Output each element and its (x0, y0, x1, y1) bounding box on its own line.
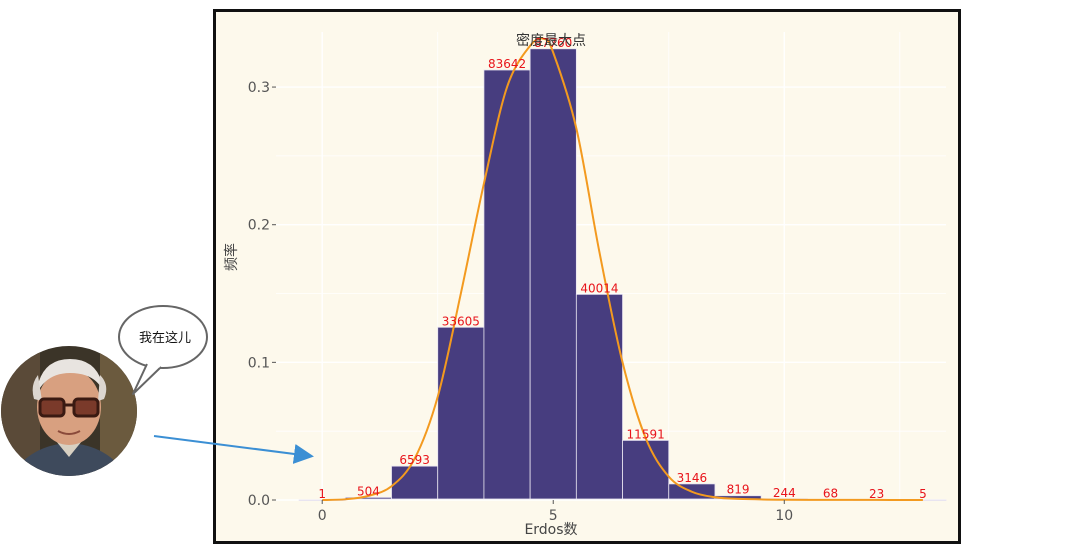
bar (529, 48, 577, 500)
bar (483, 69, 531, 500)
bar (391, 465, 439, 500)
y-axis-label: 频率 (223, 243, 240, 271)
count-label: 68 (823, 487, 838, 501)
x-tick-label: 0 (318, 508, 327, 524)
density-curve (322, 37, 923, 501)
count-label: 3146 (677, 471, 708, 485)
bar (575, 293, 623, 500)
count-label: 23 (869, 487, 884, 501)
y-tick-label: 0.1 (248, 355, 270, 371)
erdos-portrait (1, 346, 137, 476)
chart-svg: 1 504 6593 33605 83642 87760 40014 11591 3146 819… (223, 32, 947, 538)
chart-title: 密度最大点 (516, 32, 586, 49)
x-axis-label: Erdos数 (524, 522, 577, 538)
count-label: 83642 (488, 57, 526, 71)
x-tick-label: 10 (775, 508, 793, 524)
count-label: 1 (318, 487, 326, 501)
count-label: 504 (357, 484, 380, 498)
speech-bubble: 我在这儿 (118, 305, 208, 395)
count-label: 244 (773, 486, 796, 500)
speech-bubble-text: 我在这儿 (139, 330, 191, 346)
axes-layer: 0.0 0.1 0.2 0.3 0 5 10 (248, 80, 793, 524)
count-label: 87760 (534, 36, 572, 50)
bar (622, 439, 670, 500)
density-curve-layer (322, 37, 923, 501)
count-label: 40014 (580, 281, 618, 295)
y-tick-label: 0.3 (248, 80, 270, 96)
pointer-arrow (153, 435, 314, 464)
count-labels-layer: 1 504 6593 33605 83642 87760 40014 11591 3146 819… (318, 36, 926, 501)
chart-frame: 1 504 6593 33605 83642 87760 40014 11591 3146 819… (213, 9, 961, 544)
y-tick-label: 0.2 (248, 218, 270, 234)
x-tick-label: 5 (549, 508, 558, 524)
y-tick-label: 0.0 (248, 493, 270, 509)
count-label: 11591 (627, 427, 665, 441)
count-label: 819 (727, 483, 750, 497)
count-label: 33605 (442, 314, 480, 328)
count-label: 6593 (399, 453, 430, 467)
bar (437, 326, 485, 500)
count-label: 5 (919, 487, 927, 501)
